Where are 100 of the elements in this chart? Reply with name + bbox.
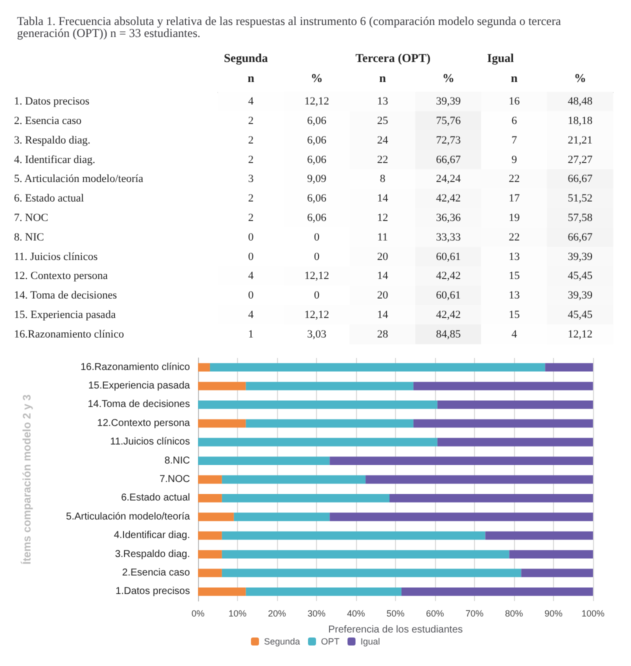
data-label: 60,61: [436, 290, 461, 302]
text: Tercera (OPT): [356, 51, 430, 65]
bar: [198, 512, 234, 522]
data-label: 9: [512, 154, 518, 166]
bar: [198, 438, 438, 446]
data-label: 13: [508, 250, 520, 263]
y-tick-label: 6. Estado actual: [14, 192, 84, 205]
data-label: 12,12: [304, 308, 330, 321]
x-axis-title: Preferencia de los estudiantes: [328, 624, 463, 636]
bar: [198, 550, 222, 558]
data-label: 14: [377, 308, 389, 321]
data-label: 4: [248, 308, 254, 321]
bar: [437, 438, 593, 446]
y-tick-label: 16.Razonamiento clínico: [80, 362, 190, 373]
x-tick-label: 100%: [581, 608, 605, 618]
data-label: 22: [508, 231, 520, 244]
x-tick-label: %: [442, 71, 454, 85]
data-label: 66,67: [436, 154, 462, 166]
x-tick-label: 20%: [268, 608, 286, 618]
legend-label: OPT: [321, 636, 340, 646]
data-label: 6,06: [307, 212, 327, 224]
data-label: 12,12: [568, 328, 592, 340]
data-label: 9,09: [307, 173, 327, 186]
bar: [198, 531, 222, 540]
data-label: 13: [508, 290, 520, 302]
x-tick-label: n: [510, 71, 518, 85]
data-label: 6,06: [307, 134, 327, 146]
bar: [545, 363, 593, 372]
data-label: 36,36: [436, 212, 462, 224]
y-tick-label: 3.Respaldo diag.: [114, 548, 190, 560]
bar: [198, 587, 246, 596]
data-label: 24: [377, 134, 389, 146]
bar: [210, 363, 546, 372]
data-label: 42,42: [436, 270, 461, 282]
y-axis-title: Ítems comparación modelo 2 y 3: [20, 394, 34, 564]
data-label: 42,42: [436, 308, 461, 321]
legend-label: Igual: [360, 636, 380, 646]
y-tick-label: 7.NOC: [159, 474, 190, 485]
data-label: 27,27: [568, 154, 593, 166]
data-label: 11: [377, 231, 388, 244]
data-label: 6,06: [307, 192, 327, 205]
data-label: 13: [377, 96, 389, 108]
y-tick-label: 6.Estado actual: [121, 492, 190, 504]
y-tick-label: 12.Contexto persona: [97, 418, 190, 429]
x-tick-label: 70%: [465, 608, 484, 618]
x-tick-label: %: [310, 71, 323, 85]
data-label: 16: [508, 96, 520, 108]
bar: [389, 494, 593, 502]
data-label: 57,58: [568, 212, 593, 224]
data-label: 45,45: [568, 308, 593, 321]
data-label: 42,42: [436, 192, 461, 205]
x-tick-label: 80%: [504, 608, 524, 618]
x-tick-label: 30%: [307, 608, 326, 618]
data-label: 24,24: [436, 173, 462, 186]
y-tick-label: 15.Experiencia pasada: [88, 380, 190, 392]
data-label: 66,67: [568, 231, 593, 244]
x-tick-label: %: [574, 71, 586, 85]
data-label: 0: [314, 231, 320, 244]
data-label: 3,03: [307, 328, 327, 340]
y-tick-label: 12. Contexto persona: [14, 270, 108, 282]
x-tick-label: 40%: [346, 608, 366, 618]
y-tick-label: 14. Toma de decisiones: [14, 290, 117, 302]
bar: [198, 475, 222, 484]
data-label: 2: [248, 134, 254, 146]
y-tick-label: 2. Esencia caso: [14, 115, 82, 128]
bar: [485, 531, 593, 540]
data-label: 21,21: [568, 134, 592, 146]
data-label: 2: [248, 192, 254, 205]
y-tick-label: 1. Datos precisos: [14, 96, 90, 108]
data-label: 22: [377, 154, 388, 166]
data-label: 45,45: [568, 270, 593, 282]
bar: [234, 512, 330, 522]
y-tick-label: 1.Datos precisos: [116, 586, 190, 598]
bar: [198, 419, 246, 428]
chart-title: Tabla 1. Frecuencia absoluta y relativa de las respuestas al instrumento 6 (comparación modelo segunda o tercera generación (OPT)) n = 33 estudiantes.: [17, 14, 564, 40]
bar: [198, 400, 438, 409]
data-label: 6: [512, 115, 518, 128]
data-label: 39,39: [568, 290, 593, 302]
data-label: 0: [248, 250, 254, 263]
data-label: 12: [377, 212, 388, 224]
x-tick-label: 90%: [544, 608, 563, 618]
data-label: 17: [508, 192, 520, 205]
data-label: 20: [377, 250, 389, 263]
y-tick-label: 8. NIC: [14, 231, 44, 244]
data-label: 20: [377, 290, 389, 302]
y-tick-label: 5. Articulación modelo/teoría: [14, 173, 144, 186]
data-label: 7: [512, 134, 518, 146]
data-label: 18,18: [568, 115, 593, 128]
data-label: 4: [248, 96, 254, 108]
y-tick-label: 16.Razonamiento clínico: [14, 328, 124, 340]
bar: [330, 456, 593, 466]
data-label: 2: [248, 115, 254, 128]
bar: [401, 587, 593, 596]
x-tick-label: n: [379, 71, 386, 85]
bar: [222, 531, 486, 540]
data-label: 4: [512, 328, 518, 340]
text: Segunda: [224, 51, 268, 65]
bar: [413, 419, 593, 428]
data-label: 0: [248, 231, 254, 244]
data-label: 22: [508, 173, 520, 186]
